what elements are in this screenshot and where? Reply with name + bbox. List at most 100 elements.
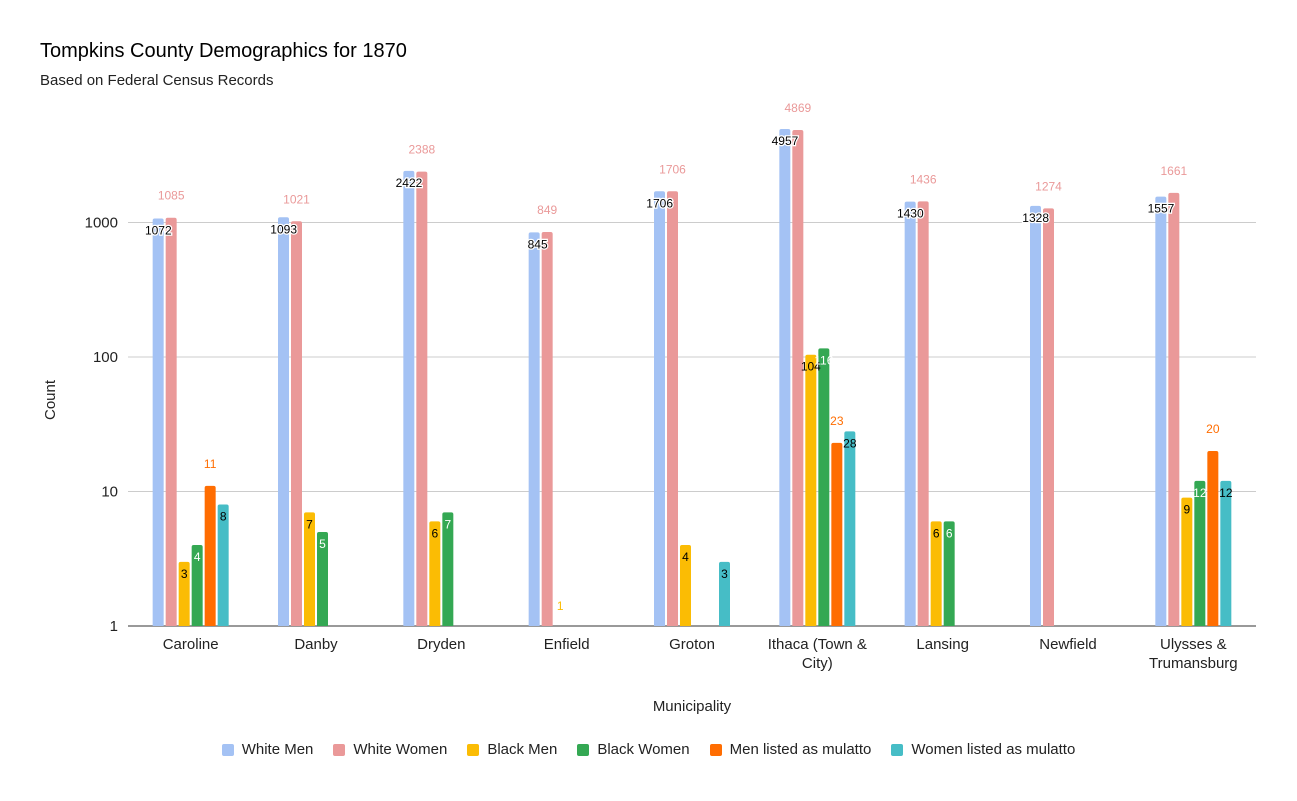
data-label: 1 <box>557 599 564 613</box>
data-label: 2422 <box>396 176 423 190</box>
data-label: 1430 <box>897 207 924 221</box>
legend-swatch <box>333 743 346 756</box>
legend: White Men White Women Black Men Black Women… <box>0 741 1297 758</box>
data-label: 1557 <box>1148 202 1175 216</box>
chart-subtitle: Based on Federal Census Records <box>40 72 274 89</box>
data-label: 845 <box>528 237 548 251</box>
data-label: 1661 <box>1160 164 1187 178</box>
bar <box>1155 196 1167 626</box>
bar <box>805 354 817 626</box>
y-tick-label: 1 <box>110 618 118 635</box>
data-label: 6 <box>946 526 953 540</box>
data-label: 1328 <box>1022 211 1049 225</box>
bar <box>654 191 665 626</box>
bar <box>1207 451 1219 626</box>
data-label: 5 <box>319 537 326 551</box>
legend-swatch <box>709 743 722 756</box>
bar <box>178 561 190 626</box>
bar <box>792 130 804 626</box>
legend-swatch <box>891 743 904 756</box>
bar <box>191 545 203 626</box>
bar <box>831 442 843 626</box>
data-label: 7 <box>306 517 313 531</box>
data-label: 1706 <box>659 162 686 176</box>
legend-label: Black Men <box>487 741 558 758</box>
x-tick-label: Enfield <box>544 636 590 653</box>
y-axis-label: Count <box>42 379 59 420</box>
x-axis-label: Municipality <box>653 698 732 715</box>
data-label: 4869 <box>784 101 811 115</box>
bar <box>943 521 955 626</box>
x-tick-label: Groton <box>669 636 715 653</box>
x-tick-label: Danby <box>294 636 338 653</box>
bar <box>528 232 540 626</box>
legend-item: White Men <box>221 741 314 758</box>
bar <box>930 521 942 626</box>
bar <box>904 201 916 626</box>
legend-label: Black Women <box>597 741 690 758</box>
data-label: 116 <box>814 353 833 367</box>
bar <box>779 128 791 627</box>
bar <box>1220 480 1232 626</box>
bar <box>917 201 929 626</box>
legend-item: Men listed as mulatto <box>709 741 871 758</box>
legend-item: White Women <box>333 741 447 758</box>
bar <box>317 531 328 626</box>
legend-label: White Men <box>241 741 314 758</box>
data-label: 3 <box>721 567 728 581</box>
data-label: 3 <box>181 567 188 581</box>
data-label: 12 <box>1219 486 1233 500</box>
bar <box>403 170 415 626</box>
data-label: 2388 <box>408 143 435 157</box>
x-tick-label: Ithaca (Town & <box>768 636 867 653</box>
data-label: 12 <box>1193 486 1207 500</box>
bar <box>1043 208 1054 626</box>
bar <box>719 561 730 626</box>
x-tick-label: Ulysses & <box>1160 636 1227 653</box>
gridlines <box>128 222 1256 627</box>
bar <box>278 217 289 626</box>
bar <box>1194 480 1206 626</box>
legend-label: Women listed as mulatto <box>911 741 1076 758</box>
legend-item: Women listed as mulatto <box>891 741 1075 758</box>
data-label: 1021 <box>283 192 310 206</box>
legend-swatch <box>221 743 234 756</box>
data-label: 1072 <box>145 223 172 237</box>
data-label: 9 <box>1183 503 1190 517</box>
data-label: 11 <box>204 457 217 471</box>
data-label: 7 <box>444 517 451 531</box>
data-label: 23 <box>830 414 844 428</box>
bars <box>152 128 1232 627</box>
bar <box>416 171 428 626</box>
x-tick-label: City) <box>802 655 833 672</box>
bar <box>429 521 441 626</box>
data-label: 1085 <box>158 189 185 203</box>
x-tick-label: Trumansburg <box>1149 655 1238 672</box>
bar <box>1181 497 1193 626</box>
chart-title: Tompkins County Demographics for 1870 <box>40 40 407 62</box>
bar <box>165 217 177 627</box>
bar <box>667 191 678 626</box>
data-label: 849 <box>537 203 557 217</box>
legend-item: Black Women <box>577 741 690 758</box>
bar <box>818 348 830 626</box>
data-label: 6 <box>933 526 940 540</box>
legend-swatch <box>467 743 480 756</box>
y-tick-label: 10 <box>101 484 118 501</box>
data-label: 28 <box>843 436 857 450</box>
data-label: 6 <box>431 526 438 540</box>
y-tick-label: 1000 <box>85 215 118 232</box>
legend-label: White Women <box>353 741 448 758</box>
data-labels: 1072108534118109310217524222388678458491… <box>144 101 1233 613</box>
y-ticks: 1 10 100 1000 <box>85 215 118 636</box>
bar <box>217 504 229 626</box>
data-label: 4 <box>194 550 201 564</box>
data-label: 20 <box>1206 422 1220 436</box>
data-label: 1706 <box>646 196 673 210</box>
legend-item: Black Men <box>467 741 557 758</box>
data-label: 4 <box>682 550 689 564</box>
data-label: 104 <box>801 360 821 374</box>
x-tick-label: Caroline <box>163 636 219 653</box>
